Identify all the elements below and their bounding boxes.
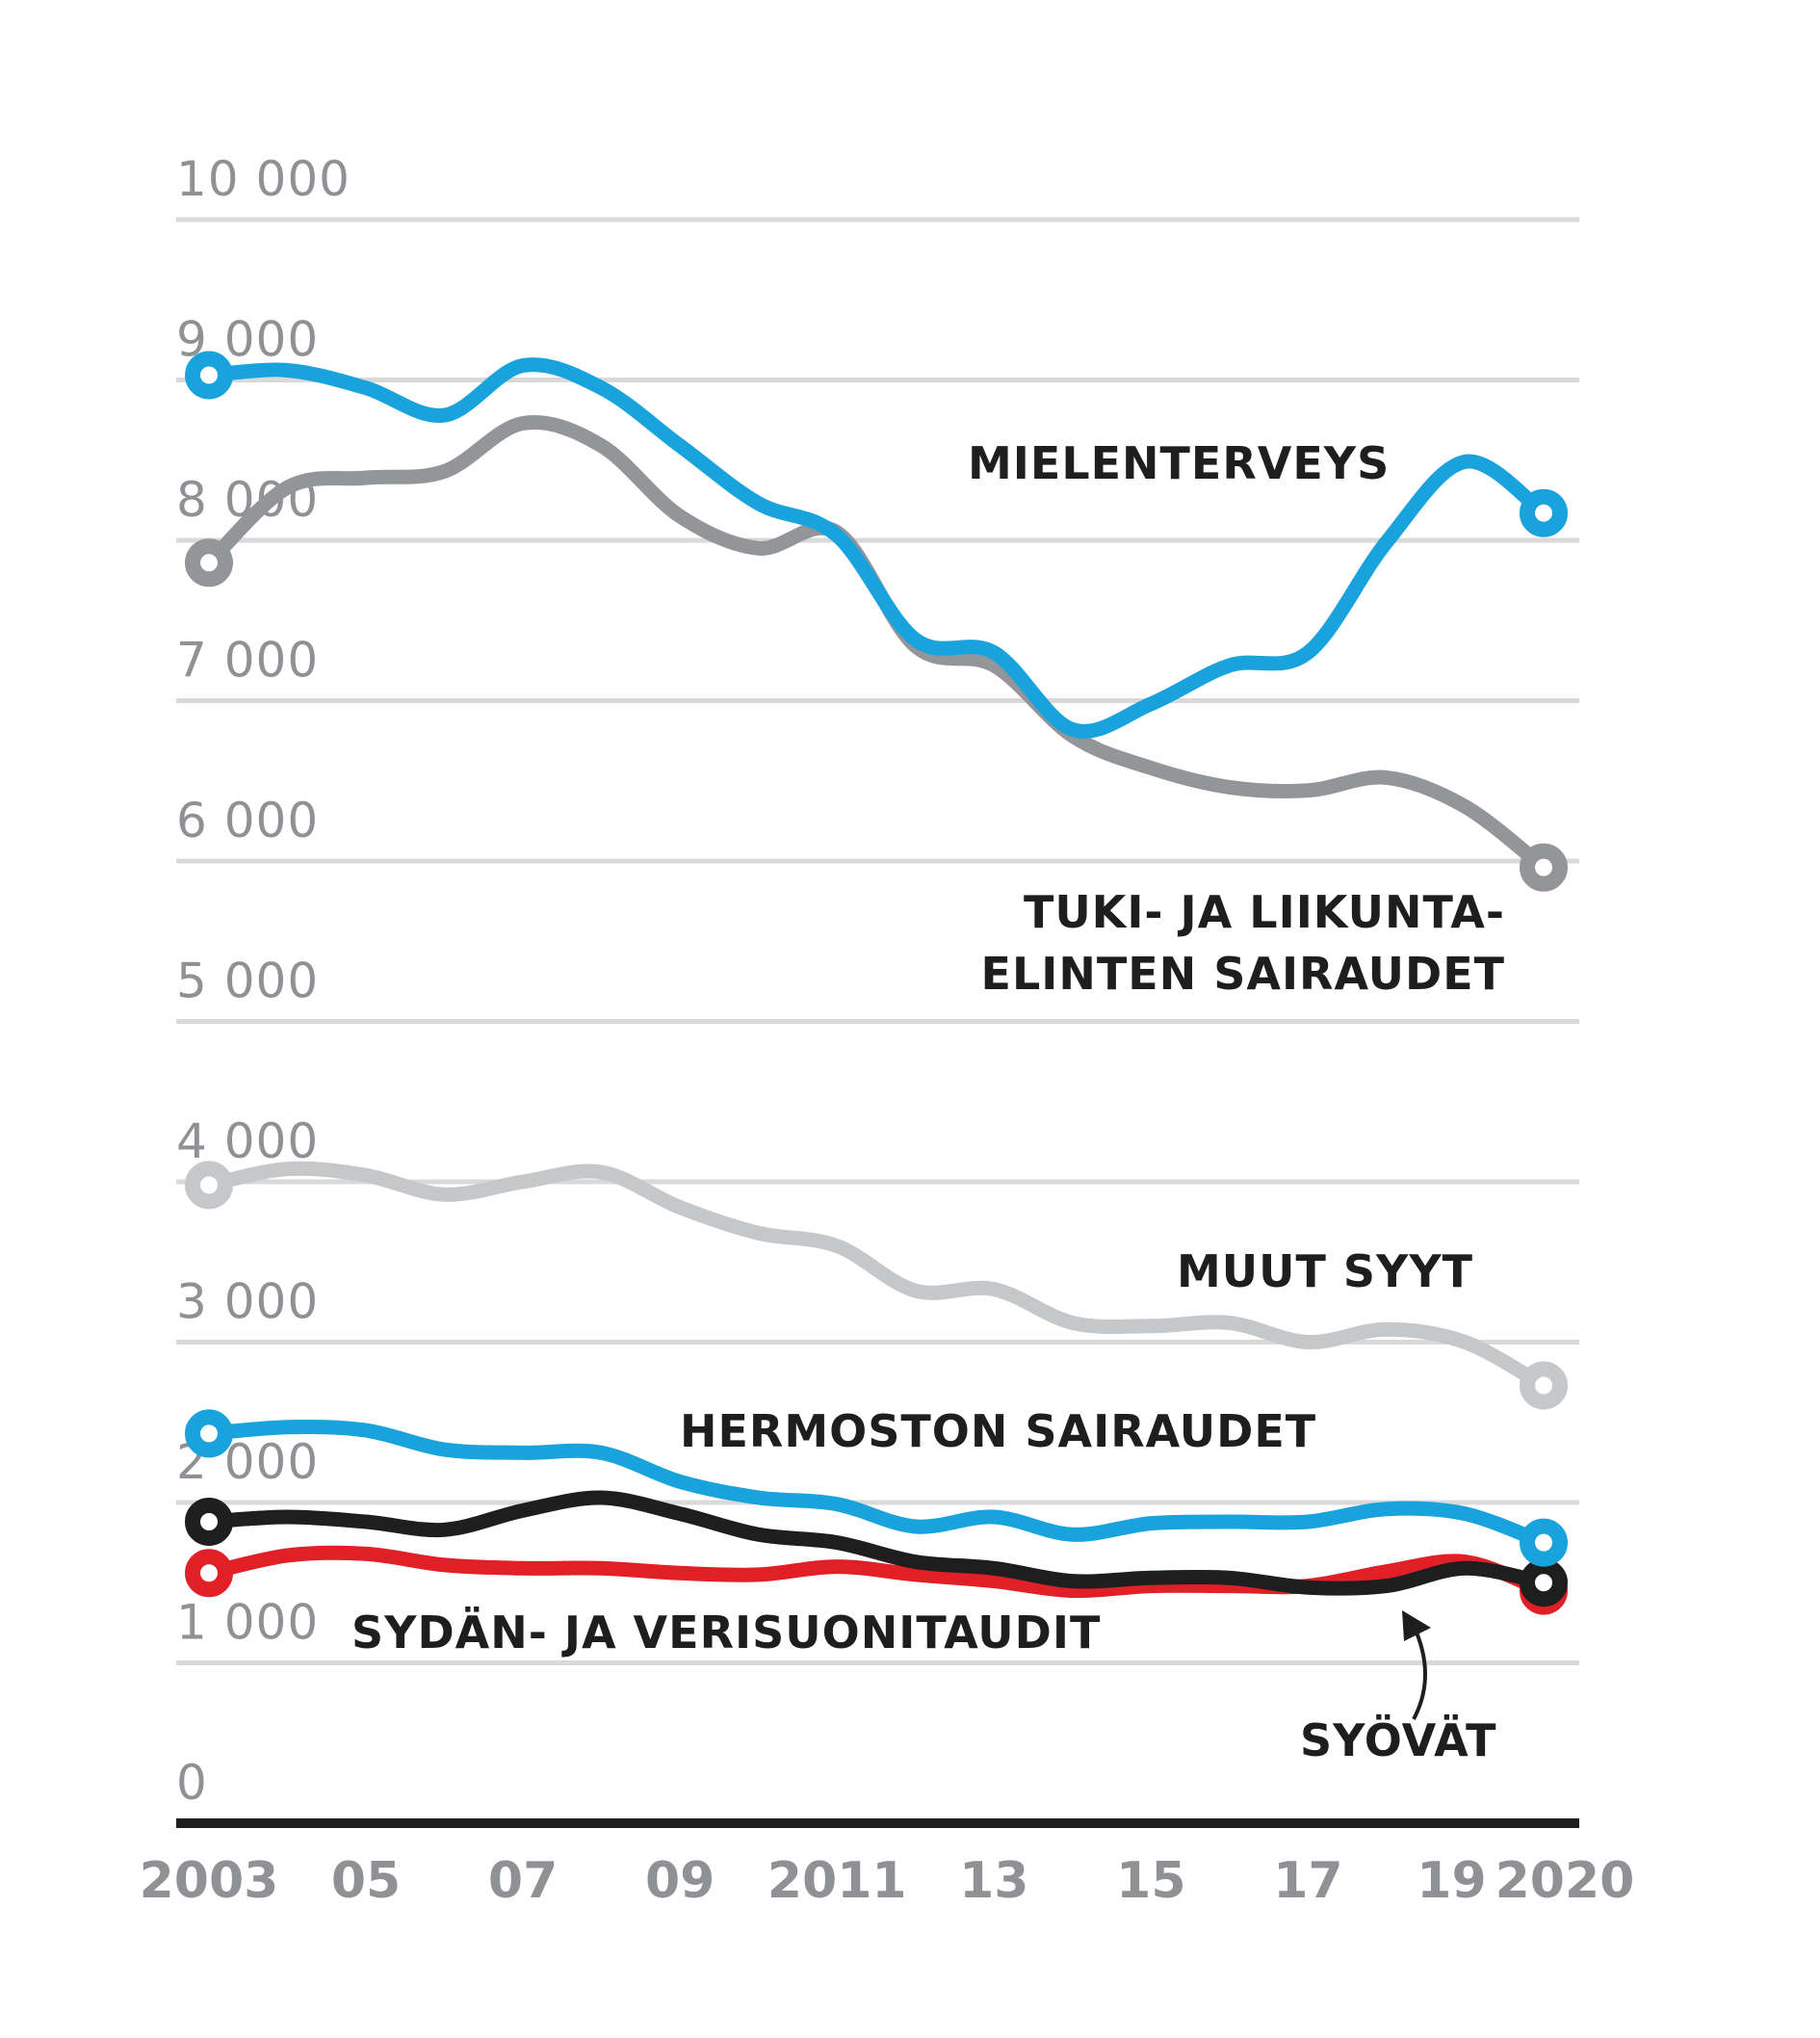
- y-tick-label: 5 000: [176, 954, 319, 1009]
- y-tick-label: 4 000: [176, 1113, 319, 1169]
- series-label-tuki-line-2: ELINTEN SAIRAUDET: [981, 948, 1505, 1000]
- x-axis-tick-labels: 2003 05 07 09 2011 13 15 17 19 2020: [140, 1852, 1635, 1910]
- y-tick-label: 1 000: [176, 1595, 319, 1651]
- y-tick-label: 7 000: [176, 633, 319, 689]
- x-tick-label: 09: [645, 1852, 715, 1910]
- y-tick-label: 6 000: [176, 793, 319, 849]
- series-labels: MIELENTERVEYS TUKI- JA LIIKUNTA- ELINTEN…: [351, 437, 1505, 1766]
- x-tick-label: 15: [1116, 1852, 1185, 1910]
- series-label-tuki-line-1: TUKI- JA LIIKUNTA-: [1024, 886, 1505, 938]
- series-tuki-ja-liikuntaelinten-sairaudet: [185, 415, 1568, 892]
- series-sydan-ja-verisuonitaudit: [185, 1545, 1568, 1615]
- y-tick-label: 0: [176, 1755, 208, 1811]
- x-tick-label: 17: [1273, 1852, 1342, 1910]
- x-tick-label: 19: [1417, 1852, 1486, 1910]
- end-marker-tuki-ja-liikuntaelinten-sairaudet: [1520, 843, 1568, 892]
- end-marker-muut-syyt: [1520, 1361, 1568, 1410]
- series-mielenterveys: [185, 351, 1568, 739]
- start-marker-tuki-ja-liikuntaelinten-sairaudet: [185, 538, 233, 588]
- series-label-muut-syyt: MUUT SYYT: [1177, 1245, 1473, 1297]
- series-line-mielenterveys: [201, 357, 1551, 739]
- series-line-muut-syyt: [201, 1161, 1551, 1393]
- series-label-hermoston-sairaudet: HERMOSTON SAIRAUDET: [680, 1405, 1316, 1457]
- x-tick-label: 05: [331, 1852, 401, 1910]
- series-muut-syyt: [185, 1161, 1568, 1410]
- x-tick-label: 13: [959, 1852, 1028, 1910]
- y-tick-label: 10 000: [176, 151, 351, 207]
- start-marker-muut-syyt: [185, 1161, 233, 1210]
- series-line-hermoston-sairaudet: [201, 1419, 1551, 1551]
- start-marker-mielenterveys: [185, 351, 233, 400]
- syovat-pointer-arrowhead-icon: [1402, 1610, 1431, 1641]
- series-label-mielenterveys: MIELENTERVEYS: [968, 437, 1390, 489]
- start-marker-syovat: [185, 1497, 233, 1546]
- series-syovat: [185, 1490, 1568, 1607]
- end-marker-syovat: [1520, 1558, 1568, 1607]
- end-marker-hermoston-sairaudet: [1520, 1518, 1568, 1567]
- x-tick-label: 07: [488, 1852, 558, 1910]
- end-marker-mielenterveys: [1520, 488, 1568, 537]
- series-label-sydan-ja-verisuonitaudit: SYDÄN- JA VERISUONITAUDIT: [351, 1607, 1101, 1659]
- start-marker-sydan-ja-verisuonitaudit: [185, 1549, 233, 1598]
- x-tick-label: 2020: [1495, 1852, 1635, 1910]
- series-label-syovat: SYÖVÄT: [1300, 1714, 1497, 1766]
- series-line-syovat: [201, 1490, 1551, 1596]
- syovat-pointer-arrow-line: [1412, 1625, 1427, 1720]
- series-lines: [185, 351, 1568, 1615]
- series-hermoston-sairaudet: [185, 1409, 1568, 1567]
- x-tick-label: 2011: [767, 1852, 907, 1910]
- start-marker-hermoston-sairaudet: [185, 1409, 233, 1458]
- y-tick-label: 3 000: [176, 1274, 319, 1330]
- x-tick-label: 2003: [140, 1852, 279, 1910]
